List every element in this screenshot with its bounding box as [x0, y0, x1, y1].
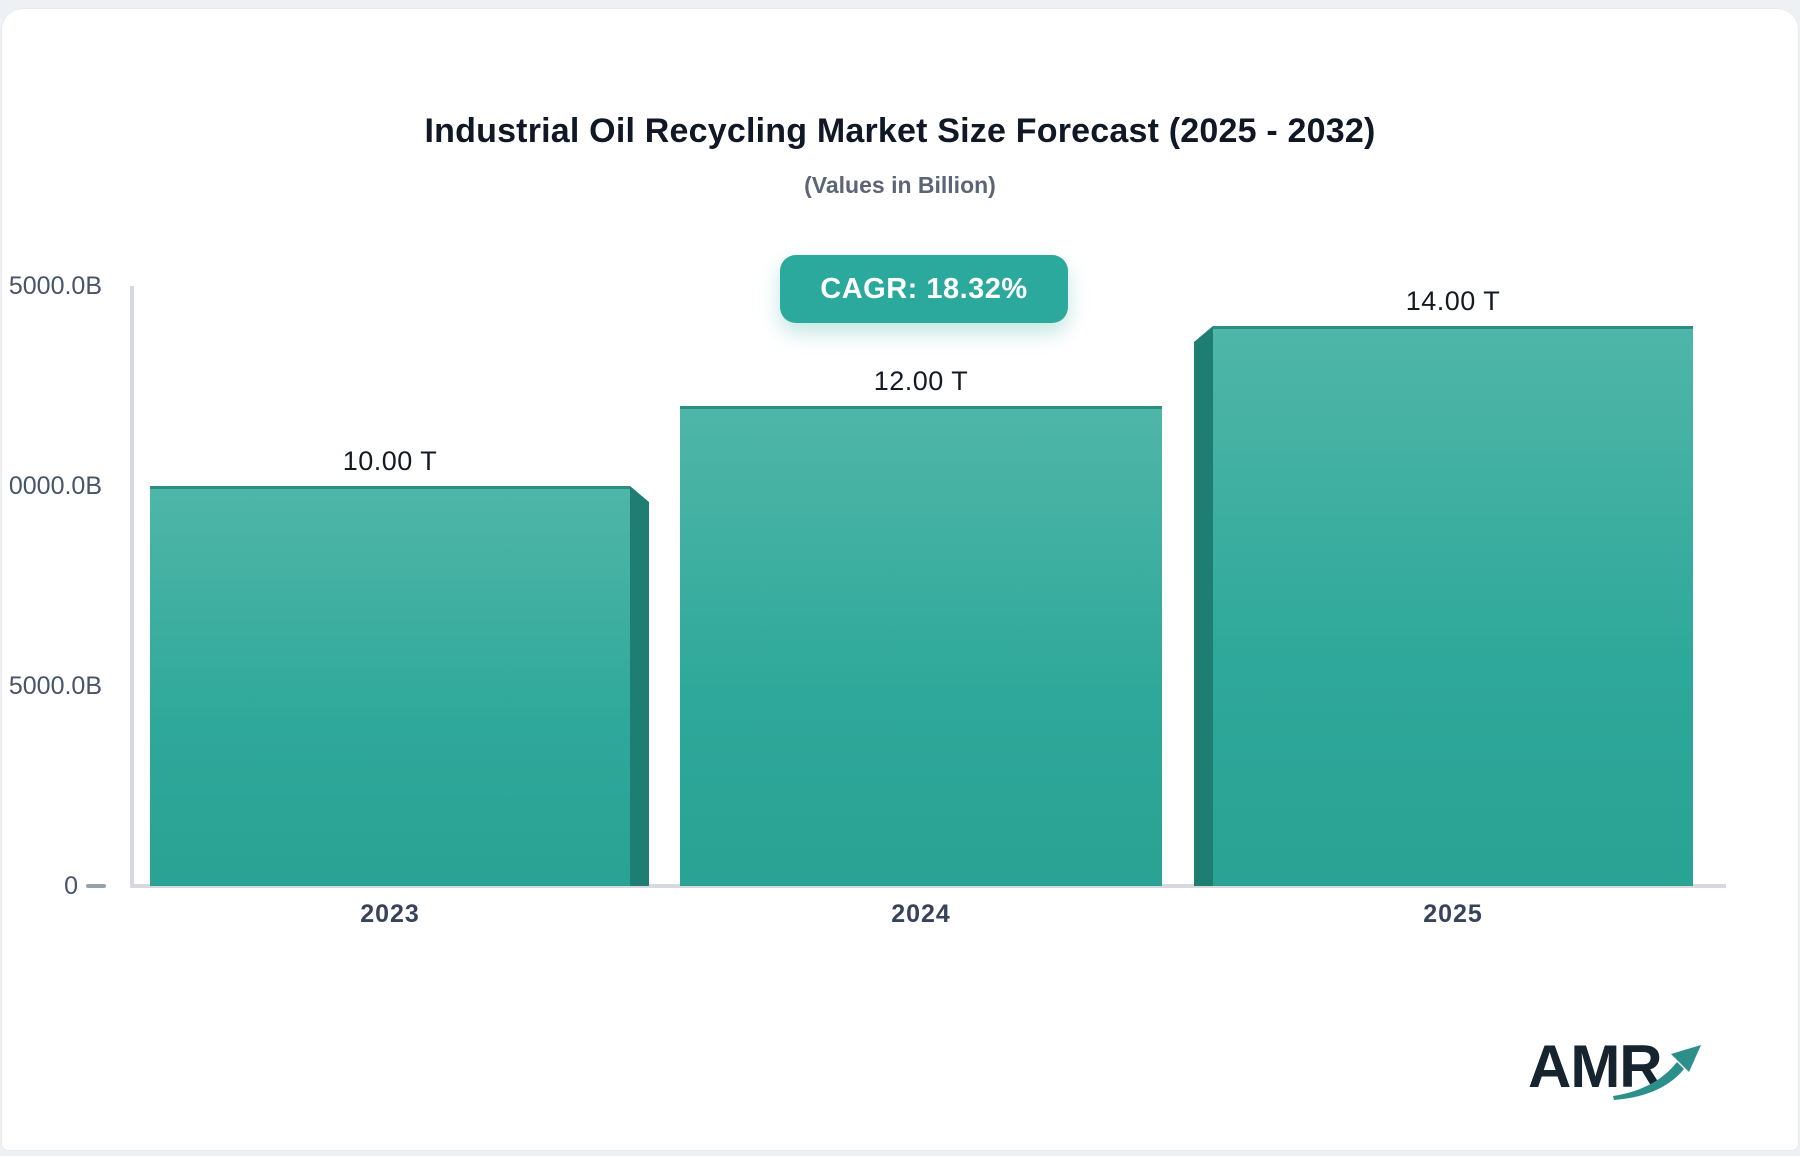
y-axis-tick-label: 0000.0B [8, 472, 102, 500]
x-axis-label: 2024 [891, 900, 951, 928]
x-axis-label: 2025 [1423, 900, 1483, 928]
bar-value-label: 14.00 T [1405, 286, 1501, 316]
y-axis-tick-label: 5000.0B [8, 272, 102, 300]
amr-logo: AMR [1520, 1032, 1740, 1122]
bar-2023 [150, 486, 630, 886]
chart-subtitle: (Values in Billion) [804, 172, 996, 198]
cagr-badge: CAGR: 18.32% [780, 255, 1068, 323]
logo-arrow-icon [1613, 1045, 1701, 1100]
x-axis-label: 2023 [360, 900, 420, 928]
bar-2025-side [1194, 326, 1213, 886]
logo-text: AMR [1528, 1033, 1663, 1100]
bar-2023-side [630, 486, 649, 886]
bar-value-label: 12.00 T [873, 366, 969, 396]
y-axis-zero-tick [86, 884, 106, 888]
y-axis-tick-label: 0 [64, 872, 78, 900]
bar-value-label: 10.00 T [342, 446, 438, 476]
x-axis-line [130, 884, 1726, 888]
bar-2024 [680, 406, 1162, 886]
bar-2025 [1213, 326, 1693, 886]
y-axis-line [130, 286, 134, 886]
y-axis-tick-label: 5000.0B [8, 672, 102, 700]
chart-title: Industrial Oil Recycling Market Size For… [424, 112, 1376, 150]
